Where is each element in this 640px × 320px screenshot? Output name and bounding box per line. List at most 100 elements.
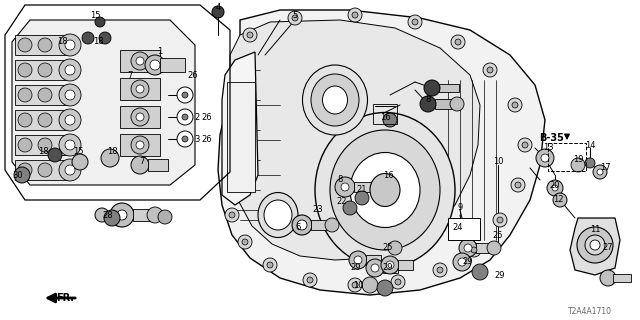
Polygon shape: [222, 52, 258, 205]
Circle shape: [65, 40, 75, 50]
Text: 29: 29: [495, 270, 505, 279]
Circle shape: [177, 87, 193, 103]
Text: 27: 27: [603, 244, 613, 252]
Circle shape: [590, 240, 600, 250]
Circle shape: [117, 210, 127, 220]
Circle shape: [101, 149, 119, 167]
Text: 16: 16: [380, 114, 390, 123]
Text: 8: 8: [426, 95, 431, 105]
Circle shape: [577, 227, 613, 263]
Ellipse shape: [303, 65, 367, 135]
Text: 2: 2: [195, 114, 200, 123]
Circle shape: [600, 270, 616, 286]
Bar: [15, 110, 70, 130]
Circle shape: [354, 256, 362, 264]
Circle shape: [182, 114, 188, 120]
Circle shape: [292, 15, 298, 21]
Ellipse shape: [370, 173, 400, 206]
Circle shape: [238, 235, 252, 249]
Circle shape: [136, 57, 144, 65]
Circle shape: [366, 259, 384, 277]
Text: 7: 7: [127, 70, 132, 79]
Circle shape: [471, 247, 477, 253]
Bar: [435, 99, 453, 109]
Bar: [120, 50, 160, 72]
Ellipse shape: [323, 86, 348, 114]
Circle shape: [18, 163, 32, 177]
Circle shape: [267, 262, 273, 268]
Circle shape: [536, 149, 554, 167]
Circle shape: [585, 158, 595, 168]
Text: B-35: B-35: [540, 133, 564, 143]
Circle shape: [487, 241, 501, 255]
Text: 20: 20: [550, 180, 560, 189]
Circle shape: [95, 17, 105, 27]
Bar: [160, 58, 185, 72]
Circle shape: [18, 63, 32, 77]
Text: 9: 9: [458, 204, 463, 212]
Circle shape: [348, 278, 362, 292]
Circle shape: [362, 277, 378, 293]
Text: 10: 10: [353, 281, 364, 290]
Circle shape: [38, 163, 52, 177]
Circle shape: [18, 113, 32, 127]
Circle shape: [131, 108, 149, 126]
Circle shape: [453, 253, 471, 271]
Text: 23: 23: [313, 205, 323, 214]
Text: 25: 25: [493, 230, 503, 239]
Circle shape: [288, 11, 302, 25]
Circle shape: [65, 115, 75, 125]
Circle shape: [65, 65, 75, 75]
Bar: [439, 84, 459, 92]
Bar: [15, 85, 70, 105]
Circle shape: [212, 6, 224, 18]
Circle shape: [541, 154, 549, 162]
Text: 6: 6: [295, 223, 301, 233]
Circle shape: [450, 97, 464, 111]
Ellipse shape: [264, 200, 292, 230]
Circle shape: [38, 113, 52, 127]
Bar: [476, 243, 491, 253]
Text: 21: 21: [356, 186, 367, 195]
Circle shape: [483, 63, 497, 77]
Bar: [120, 78, 160, 100]
Circle shape: [131, 136, 149, 154]
Circle shape: [65, 140, 75, 150]
Circle shape: [455, 39, 461, 45]
Circle shape: [571, 158, 585, 172]
Circle shape: [412, 19, 418, 25]
Circle shape: [341, 183, 349, 191]
Bar: [354, 182, 372, 192]
Text: 13: 13: [543, 143, 554, 153]
Text: 26: 26: [188, 70, 198, 79]
Circle shape: [303, 273, 317, 287]
Circle shape: [150, 60, 160, 70]
Text: 19: 19: [573, 156, 583, 164]
Circle shape: [48, 148, 62, 162]
Circle shape: [59, 84, 81, 106]
Circle shape: [18, 138, 32, 152]
Bar: [366, 255, 381, 265]
Circle shape: [391, 275, 405, 289]
Text: 18: 18: [57, 37, 67, 46]
Circle shape: [349, 251, 367, 269]
Circle shape: [225, 208, 239, 222]
Circle shape: [263, 258, 277, 272]
Bar: [120, 106, 160, 128]
Text: 29: 29: [383, 263, 393, 273]
Circle shape: [547, 180, 563, 196]
Bar: [15, 35, 70, 55]
Bar: [398, 260, 413, 270]
Ellipse shape: [258, 193, 298, 237]
Circle shape: [335, 177, 355, 197]
Circle shape: [177, 109, 193, 125]
Circle shape: [467, 243, 481, 257]
Circle shape: [307, 277, 313, 283]
Circle shape: [131, 156, 149, 174]
Circle shape: [59, 34, 81, 56]
Bar: [448, 218, 480, 240]
Text: 14: 14: [585, 140, 595, 149]
Text: 4: 4: [216, 4, 221, 12]
Polygon shape: [12, 20, 195, 185]
Circle shape: [522, 142, 528, 148]
